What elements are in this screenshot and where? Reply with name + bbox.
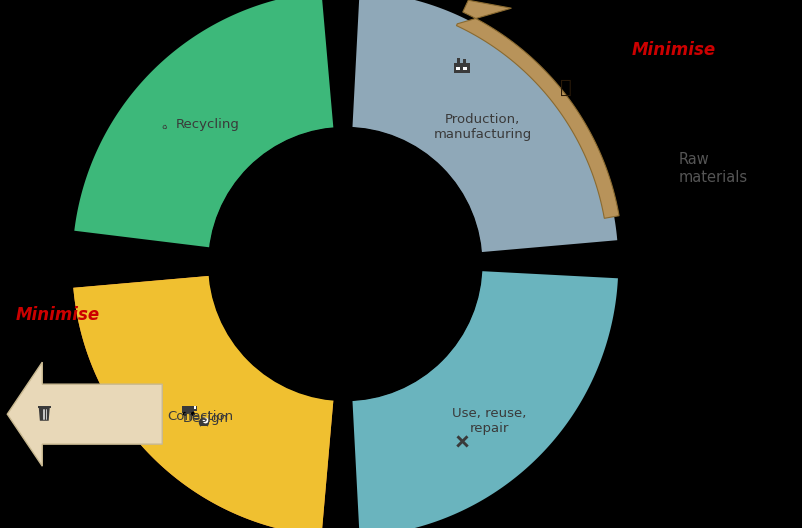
Bar (462, 59, 465, 63)
Text: Use, reuse,
repair: Use, reuse, repair (452, 407, 526, 435)
Text: Design: Design (182, 412, 229, 425)
Polygon shape (7, 362, 162, 466)
Bar (193, 406, 196, 411)
Polygon shape (201, 426, 206, 428)
Polygon shape (73, 276, 333, 528)
Polygon shape (456, 0, 618, 218)
Text: Raw
materials: Raw materials (678, 152, 747, 185)
Circle shape (199, 418, 209, 428)
Text: Recycling: Recycling (176, 118, 240, 131)
Bar (454, 63, 470, 73)
Polygon shape (73, 276, 333, 528)
Bar (38, 406, 51, 408)
Bar (181, 406, 193, 413)
Bar (456, 435, 468, 448)
Text: Minimise: Minimise (630, 41, 715, 59)
Bar (456, 67, 460, 70)
Text: Minimise: Minimise (15, 306, 99, 324)
Polygon shape (75, 0, 333, 247)
Text: ♻: ♻ (161, 125, 167, 130)
Circle shape (209, 127, 481, 401)
Circle shape (191, 412, 195, 416)
Bar (463, 67, 466, 70)
Bar (193, 406, 196, 409)
Polygon shape (352, 0, 617, 252)
Polygon shape (38, 408, 50, 421)
Circle shape (183, 412, 187, 416)
Circle shape (202, 418, 209, 423)
Text: Collection: Collection (168, 410, 233, 423)
Polygon shape (352, 271, 618, 528)
Text: Production,
manufacturing: Production, manufacturing (433, 112, 531, 140)
Bar (456, 59, 460, 63)
Bar (456, 435, 468, 448)
Text: ⛏: ⛏ (559, 79, 570, 97)
